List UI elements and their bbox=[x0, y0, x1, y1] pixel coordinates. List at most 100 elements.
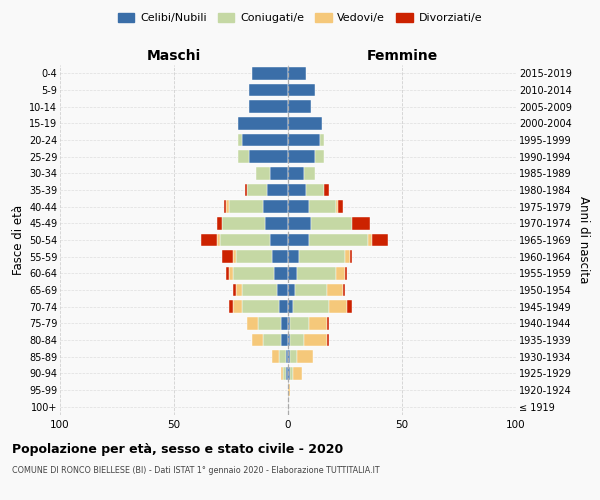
Bar bbox=[251, 67, 288, 80]
Bar bbox=[251, 334, 263, 346]
Bar bbox=[290, 334, 304, 346]
Bar bbox=[272, 350, 279, 363]
Bar bbox=[288, 317, 290, 330]
Bar bbox=[288, 267, 297, 280]
Bar bbox=[226, 267, 229, 280]
Bar bbox=[297, 267, 336, 280]
Bar bbox=[325, 184, 329, 196]
Bar bbox=[217, 217, 222, 230]
Bar bbox=[288, 117, 322, 130]
Bar bbox=[311, 217, 352, 230]
Bar bbox=[293, 367, 302, 380]
Bar bbox=[327, 284, 343, 296]
Bar bbox=[295, 284, 327, 296]
Bar bbox=[270, 234, 288, 246]
Bar bbox=[283, 367, 286, 380]
Bar bbox=[242, 300, 279, 313]
Bar bbox=[281, 367, 283, 380]
Bar bbox=[316, 150, 325, 163]
Bar bbox=[297, 350, 313, 363]
Bar bbox=[320, 134, 325, 146]
Bar bbox=[286, 367, 288, 380]
Bar bbox=[329, 300, 347, 313]
Bar bbox=[247, 317, 259, 330]
Bar bbox=[288, 150, 316, 163]
Bar bbox=[242, 284, 277, 296]
Text: Maschi: Maschi bbox=[147, 48, 201, 62]
Y-axis label: Anni di nascita: Anni di nascita bbox=[577, 196, 590, 284]
Bar bbox=[299, 250, 345, 263]
Bar bbox=[263, 334, 281, 346]
Bar bbox=[226, 200, 229, 213]
Bar bbox=[368, 234, 373, 246]
Bar bbox=[290, 350, 297, 363]
Bar bbox=[288, 184, 306, 196]
Bar bbox=[288, 367, 290, 380]
Bar bbox=[229, 300, 233, 313]
Bar bbox=[308, 200, 336, 213]
Bar bbox=[281, 317, 288, 330]
Legend: Celibi/Nubili, Coniugati/e, Vedovi/e, Divorziati/e: Celibi/Nubili, Coniugati/e, Vedovi/e, Di… bbox=[113, 8, 487, 28]
Bar bbox=[256, 167, 270, 179]
Bar bbox=[308, 317, 327, 330]
Bar bbox=[352, 217, 370, 230]
Bar bbox=[274, 267, 288, 280]
Bar bbox=[229, 200, 263, 213]
Bar bbox=[288, 100, 311, 113]
Bar bbox=[293, 300, 329, 313]
Bar bbox=[236, 284, 242, 296]
Bar bbox=[290, 317, 308, 330]
Bar bbox=[265, 217, 288, 230]
Bar bbox=[233, 267, 274, 280]
Bar bbox=[288, 167, 304, 179]
Bar bbox=[288, 350, 290, 363]
Bar bbox=[288, 384, 290, 396]
Bar bbox=[345, 267, 347, 280]
Bar bbox=[222, 250, 233, 263]
Bar bbox=[242, 134, 288, 146]
Bar bbox=[249, 100, 288, 113]
Bar bbox=[233, 284, 236, 296]
Bar bbox=[249, 150, 288, 163]
Bar bbox=[336, 267, 345, 280]
Bar bbox=[238, 134, 242, 146]
Bar bbox=[350, 250, 352, 263]
Text: Femmine: Femmine bbox=[367, 48, 437, 62]
Bar bbox=[306, 184, 325, 196]
Bar bbox=[229, 267, 233, 280]
Bar bbox=[290, 367, 293, 380]
Bar bbox=[286, 350, 288, 363]
Bar bbox=[345, 250, 350, 263]
Bar bbox=[238, 117, 288, 130]
Bar bbox=[263, 200, 288, 213]
Bar bbox=[288, 134, 320, 146]
Bar bbox=[279, 350, 286, 363]
Bar bbox=[270, 167, 288, 179]
Bar bbox=[373, 234, 388, 246]
Bar bbox=[217, 234, 220, 246]
Bar bbox=[327, 317, 329, 330]
Bar bbox=[288, 67, 306, 80]
Bar bbox=[220, 234, 270, 246]
Bar bbox=[259, 317, 281, 330]
Bar bbox=[288, 284, 295, 296]
Bar bbox=[338, 200, 343, 213]
Bar bbox=[279, 300, 288, 313]
Bar bbox=[304, 334, 327, 346]
Bar bbox=[268, 184, 288, 196]
Bar bbox=[304, 167, 316, 179]
Bar bbox=[288, 250, 299, 263]
Bar bbox=[233, 300, 242, 313]
Bar bbox=[327, 334, 329, 346]
Bar bbox=[238, 150, 249, 163]
Bar bbox=[249, 84, 288, 96]
Bar bbox=[233, 250, 236, 263]
Bar bbox=[222, 217, 265, 230]
Text: Popolazione per età, sesso e stato civile - 2020: Popolazione per età, sesso e stato civil… bbox=[12, 442, 343, 456]
Bar bbox=[336, 200, 338, 213]
Bar bbox=[288, 300, 293, 313]
Bar bbox=[288, 234, 308, 246]
Bar bbox=[236, 250, 272, 263]
Bar bbox=[288, 84, 316, 96]
Bar bbox=[308, 234, 368, 246]
